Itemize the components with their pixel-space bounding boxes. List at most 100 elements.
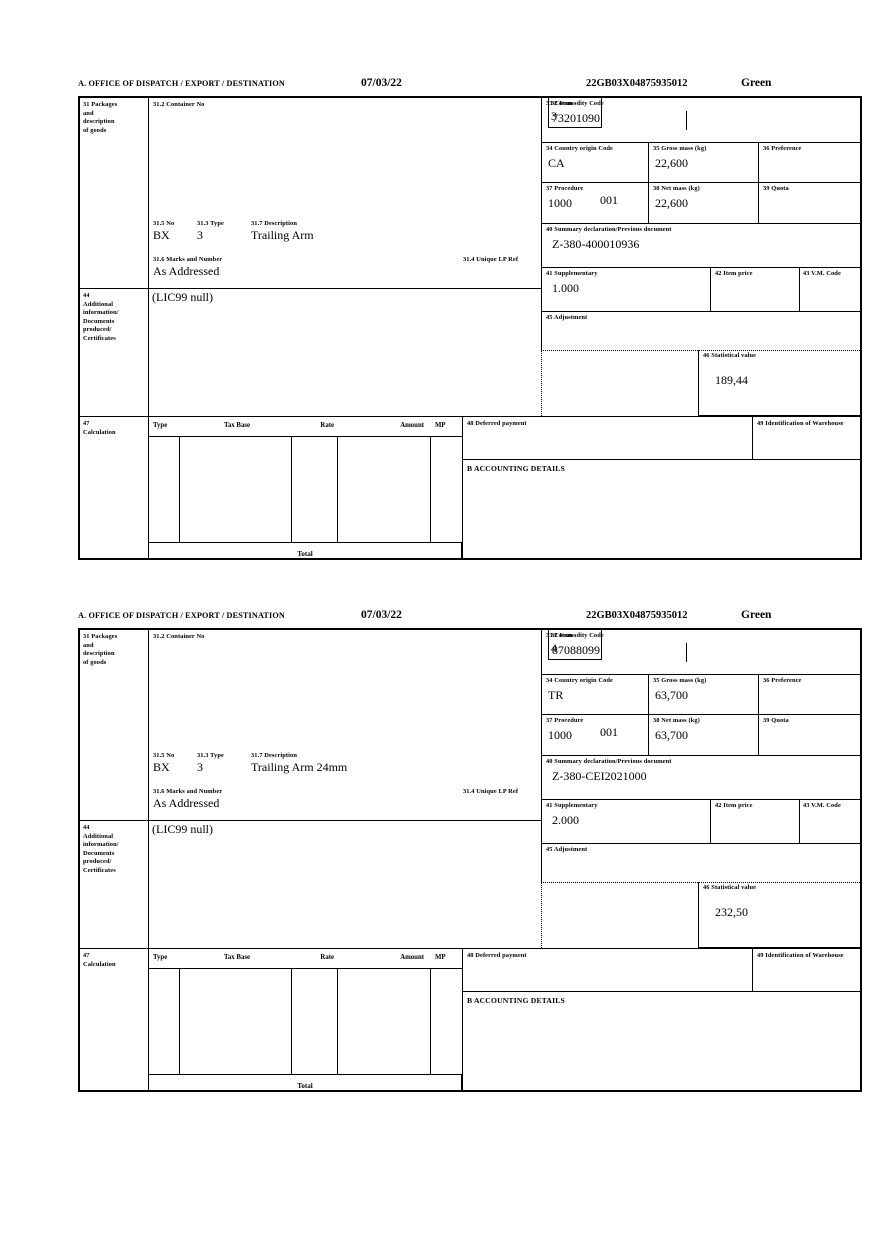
- box-41-supplementary: 41 Supplementary 2.000: [541, 800, 710, 844]
- box-34-country-origin-code: 34 Country origin Code CA: [541, 143, 648, 183]
- box-40-summary-declaration: 40 Summary declaration/Previous document…: [541, 224, 862, 268]
- calculation-total-row: Total: [148, 1074, 462, 1092]
- box-46-statistical-value: 46 Statistical value 189,44: [698, 350, 862, 416]
- box-47-calculation-table: Type Tax Base Rate Amount MP: [148, 416, 463, 543]
- box-33-commodity-code: 33 Commodity Code 87088099: [541, 630, 862, 675]
- unique-lp-ref-label: 31.4 Unique LP Ref: [463, 788, 519, 795]
- box-35-label: 35 Gross mass (kg): [653, 677, 707, 684]
- box-39-quota: 39 Quota: [758, 715, 862, 756]
- box-37-value: 1000: [548, 727, 572, 742]
- box-46-value: 232,50: [715, 904, 748, 919]
- box-40-label: 40 Summary declaration/Previous document: [546, 226, 672, 233]
- box-b-label: B ACCOUNTING DETAILS: [467, 464, 565, 473]
- calculation-column-mp: [431, 437, 463, 543]
- box-42-label: 42 Item price: [715, 270, 753, 277]
- declaration-frame: 31 Packages and description of goods 31.…: [78, 628, 862, 1092]
- box-37-procedure: 37 Procedure 1000 001: [541, 183, 648, 224]
- packages-type-label: 31.3 Type: [197, 752, 224, 759]
- declaration-date: 07/03/22: [361, 609, 402, 621]
- marks-label: 31.6 Marks and Number: [153, 256, 223, 263]
- column-header-rate: Rate: [320, 422, 334, 429]
- box-40-summary-declaration: 40 Summary declaration/Previous document…: [541, 756, 862, 800]
- box-48-deferred-payment: 48 Deferred payment: [462, 948, 752, 992]
- packages-type-label: 31.3 Type: [197, 220, 224, 227]
- calculation-total-row: Total: [148, 542, 462, 560]
- box-45-dotted-divider: [541, 350, 862, 351]
- office-of-dispatch-label: A. OFFICE OF DISPATCH / EXPORT / DESTINA…: [78, 611, 285, 620]
- box-38-net-mass: 38 Net mass (kg) 63,700: [648, 715, 758, 756]
- packages-no-label: 31.5 No: [153, 752, 175, 759]
- packages-type-value: 3: [197, 760, 203, 774]
- calculation-column-rate: [292, 969, 338, 1075]
- box-41-label: 41 Supplementary: [546, 270, 598, 277]
- box-44-value: (LIC99 null): [152, 822, 213, 836]
- box-37-value-secondary: 001: [600, 193, 618, 207]
- calculation-column-rate: [292, 437, 338, 543]
- column-header-mp: MP: [435, 422, 446, 429]
- box-40-value: Z-380-CEI2021000: [552, 768, 647, 783]
- box-32-item-number: 32 Item 3: [548, 98, 602, 128]
- box-41-label: 41 Supplementary: [546, 802, 598, 809]
- box-40-label: 40 Summary declaration/Previous document: [546, 758, 672, 765]
- box-38-value: 63,700: [655, 727, 688, 742]
- box-35-gross-mass: 35 Gross mass (kg) 22,600: [648, 143, 758, 183]
- box-35-label: 35 Gross mass (kg): [653, 145, 707, 152]
- declaration-reference: 22GB03X04875935012: [586, 78, 688, 89]
- packages-no-value: BX: [153, 760, 170, 774]
- commodity-code-divider: [686, 111, 687, 130]
- box-46-dotted-left-edge: [541, 882, 542, 948]
- box-44-additional-information: (LIC99 null): [148, 288, 541, 416]
- calculation-column-type: [149, 437, 180, 543]
- box-36-label: 36 Preference: [763, 677, 802, 684]
- box-44-additional-information: (LIC99 null): [148, 820, 541, 948]
- box-42-label: 42 Item price: [715, 802, 753, 809]
- calculation-header-row: Type Tax Base Rate Amount MP: [149, 417, 462, 437]
- column-header-type: Type: [153, 422, 168, 429]
- box-39-label: 39 Quota: [763, 185, 789, 192]
- box-45-adjustment: 45 Adjustment: [541, 844, 862, 882]
- column-header-amount: Amount: [400, 422, 424, 429]
- packages-no-value: BX: [153, 228, 170, 242]
- packages-description-label: 31.7 Description: [251, 752, 297, 759]
- box-33-label: 33 Commodity Code: [546, 632, 604, 639]
- box-35-gross-mass: 35 Gross mass (kg) 63,700: [648, 675, 758, 715]
- box-35-value: 22,600: [655, 155, 688, 170]
- box-34-value: TR: [548, 687, 564, 702]
- calculation-column-tax-base: [180, 437, 292, 543]
- office-of-dispatch-label: A. OFFICE OF DISPATCH / EXPORT / DESTINA…: [78, 79, 285, 88]
- box-41-value: 1.000: [552, 280, 579, 295]
- routing-lane: Green: [741, 77, 772, 89]
- box-31-goods-description-area: 31.2 Container No 32 Item 3 31.5 No 31.3…: [148, 98, 602, 288]
- calculation-header-row: Type Tax Base Rate Amount MP: [149, 949, 462, 969]
- package-details-row: 31.5 No 31.3 Type 31.7 Description BX 3 …: [153, 220, 533, 245]
- box-49-identification-of-warehouse: 49 Identification of Warehouse: [752, 416, 862, 460]
- box-46-dotted-left-edge: [541, 350, 542, 416]
- total-label: Total: [297, 550, 313, 558]
- marks-label: 31.6 Marks and Number: [153, 788, 223, 795]
- box-37-procedure: 37 Procedure 1000 001: [541, 715, 648, 756]
- box-b-accounting-details: B ACCOUNTING DETAILS: [462, 992, 862, 1092]
- calculation-body: [149, 437, 463, 543]
- box-32-item-number: 32 Item 4: [548, 630, 602, 660]
- box-48-deferred-payment: 48 Deferred payment: [462, 416, 752, 460]
- box-38-label: 38 Net mass (kg): [653, 185, 700, 192]
- form-header: A. OFFICE OF DISPATCH / EXPORT / DESTINA…: [78, 77, 862, 96]
- box-46-value: 189,44: [715, 372, 748, 387]
- box-34-value: CA: [548, 155, 565, 170]
- declaration-frame: 31 Packages and description of goods 31.…: [78, 96, 862, 560]
- box-37-label: 37 Procedure: [546, 717, 584, 724]
- column-header-type: Type: [153, 954, 168, 961]
- box-42-item-price: 42 Item price: [710, 800, 799, 844]
- box-49-label: 49 Identification of Warehouse: [757, 952, 844, 959]
- box-36-label: 36 Preference: [763, 145, 802, 152]
- box-39-label: 39 Quota: [763, 717, 789, 724]
- box-36-preference: 36 Preference: [758, 143, 862, 183]
- box-32-label: 32 Item: [551, 632, 573, 639]
- packages-no-label: 31.5 No: [153, 220, 175, 227]
- box-43-vm-code: 43 V.M. Code: [799, 800, 862, 844]
- box-46-label: 46 Statistical value: [703, 352, 757, 359]
- form-header: A. OFFICE OF DISPATCH / EXPORT / DESTINA…: [78, 609, 862, 628]
- unique-lp-ref-label: 31.4 Unique LP Ref: [463, 256, 519, 263]
- box-31-goods-description-area: 31.2 Container No 32 Item 4 31.5 No 31.3…: [148, 630, 602, 820]
